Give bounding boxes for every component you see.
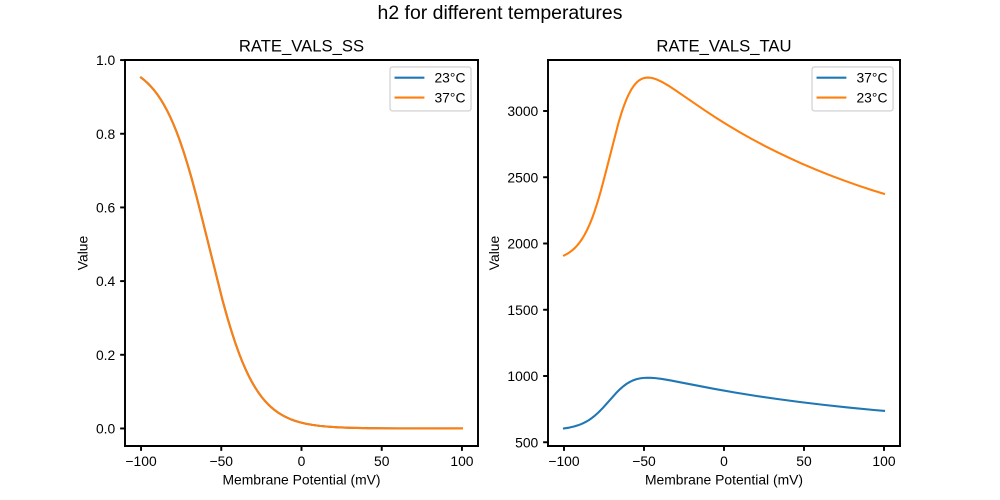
svg-text:RATE_VALS_TAU: RATE_VALS_TAU xyxy=(656,37,791,56)
svg-text:h2 for different temperatures: h2 for different temperatures xyxy=(378,2,623,24)
svg-text:Membrane Potential (mV): Membrane Potential (mV) xyxy=(222,471,380,487)
svg-text:37°C: 37°C xyxy=(856,70,887,86)
svg-text:0.0: 0.0 xyxy=(96,420,116,436)
svg-text:23°C: 23°C xyxy=(434,70,465,86)
svg-text:1.0: 1.0 xyxy=(96,52,116,68)
svg-text:−100: −100 xyxy=(125,453,157,469)
svg-text:0.6: 0.6 xyxy=(96,199,116,215)
svg-text:0.2: 0.2 xyxy=(96,347,116,363)
svg-text:RATE_VALS_SS: RATE_VALS_SS xyxy=(239,37,364,56)
svg-text:3000: 3000 xyxy=(507,103,538,119)
svg-text:100: 100 xyxy=(450,453,473,469)
svg-text:100: 100 xyxy=(872,453,895,469)
svg-text:23°C: 23°C xyxy=(856,89,887,105)
svg-text:0.8: 0.8 xyxy=(96,126,116,142)
svg-text:1000: 1000 xyxy=(507,368,538,384)
svg-text:−50: −50 xyxy=(209,453,233,469)
svg-text:0: 0 xyxy=(298,453,306,469)
svg-text:0: 0 xyxy=(720,453,728,469)
svg-text:Value: Value xyxy=(486,235,502,270)
svg-text:2500: 2500 xyxy=(507,169,538,185)
svg-text:−100: −100 xyxy=(548,453,580,469)
svg-text:37°C: 37°C xyxy=(434,89,465,105)
svg-text:500: 500 xyxy=(515,434,538,450)
svg-text:50: 50 xyxy=(796,453,812,469)
svg-text:Value: Value xyxy=(75,235,91,270)
svg-text:0.4: 0.4 xyxy=(96,273,116,289)
svg-text:Membrane Potential (mV): Membrane Potential (mV) xyxy=(645,471,803,487)
svg-text:1500: 1500 xyxy=(507,302,538,318)
svg-text:−50: −50 xyxy=(632,453,656,469)
svg-text:2000: 2000 xyxy=(507,236,538,252)
svg-text:50: 50 xyxy=(374,453,390,469)
